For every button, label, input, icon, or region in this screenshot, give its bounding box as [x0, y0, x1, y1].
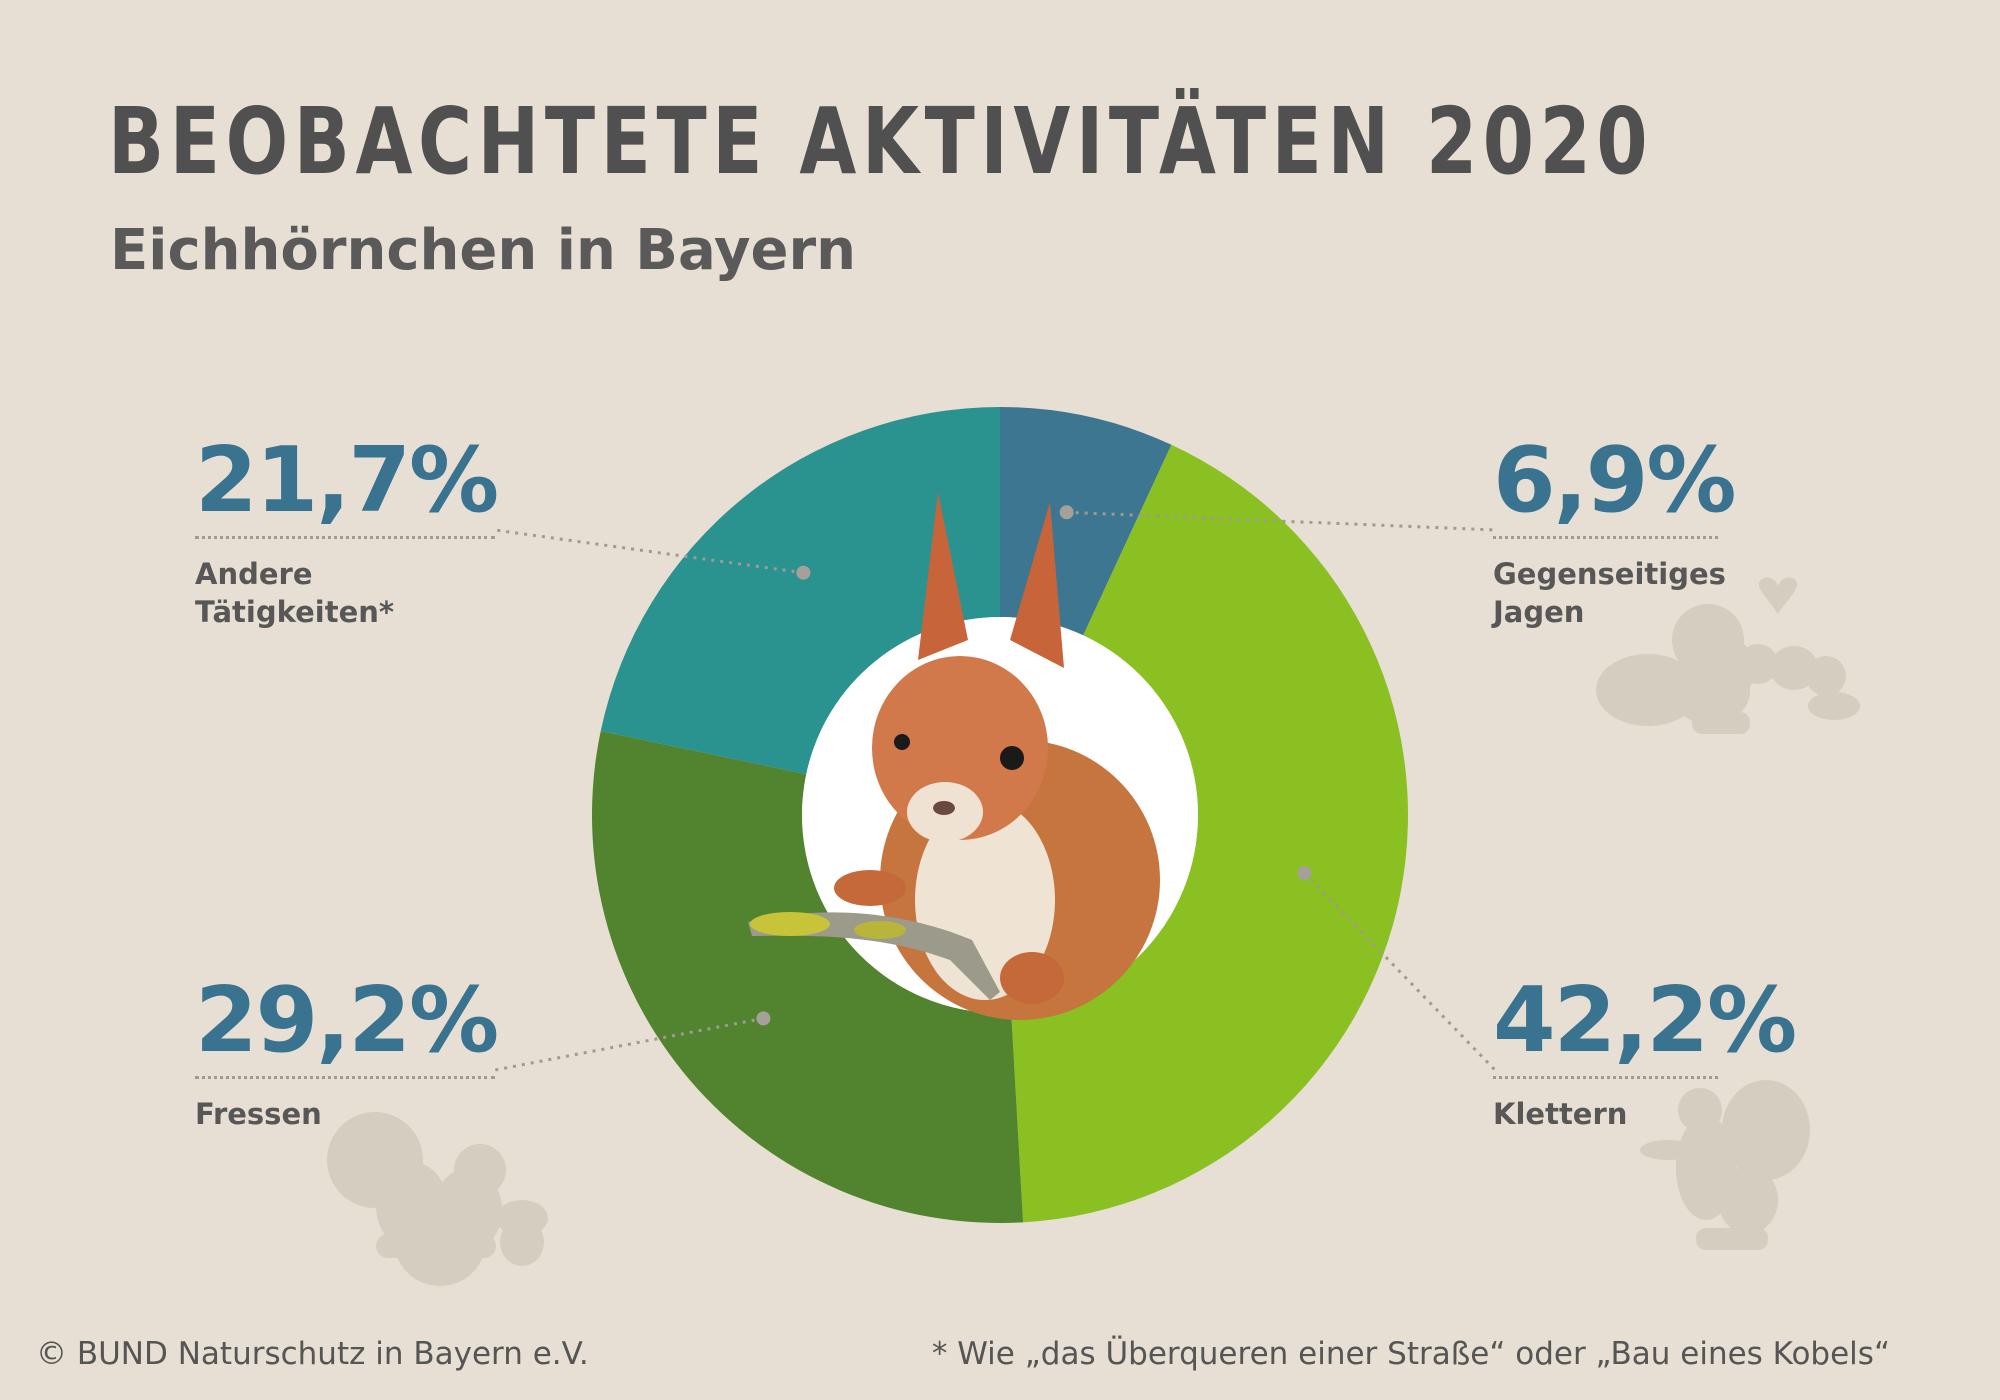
squirrels-heart-silhouette-icon: [1596, 577, 1860, 734]
callout-rule: [1493, 536, 1718, 539]
slice-category-label: Andere Tätigkeiten*: [195, 555, 497, 631]
page-title: BEOBACHTETE AKTIVITÄTEN 2020: [108, 88, 1654, 195]
donut-slice-andere-tätigkeiten: [600, 407, 1000, 775]
callout-connectors: [494, 505, 1497, 1072]
slice-category-label: Fressen: [195, 1095, 497, 1133]
callout-klettern: 42,2% Klettern: [1493, 968, 1797, 1133]
callout-fressen: 29,2% Fressen: [195, 968, 499, 1133]
footnote-text: * Wie „das Überqueren einer Straße“ oder…: [931, 1336, 1890, 1372]
donut-slice-fressen: [592, 731, 1024, 1223]
connector-dot: [1059, 505, 1074, 520]
donut-slice-klettern: [1011, 444, 1408, 1223]
squirrel-photo-icon: [748, 492, 1198, 1020]
page-subtitle: Eichhörnchen in Bayern: [110, 218, 857, 283]
callout-jagen: 6,9% Gegenseitiges Jagen: [1493, 428, 1737, 631]
connector-line: [494, 1016, 764, 1072]
slice-label-line: Tätigkeiten*: [195, 595, 395, 629]
slice-label-line: Fressen: [195, 1097, 322, 1131]
slice-category-label: Klettern: [1493, 1095, 1795, 1133]
callout-rule: [195, 536, 495, 539]
callout-andere: 21,7% Andere Tätigkeiten*: [195, 428, 499, 631]
slice-value-label: 42,2%: [1493, 968, 1797, 1073]
connector-line: [1303, 872, 1497, 1072]
slice-category-label: Gegenseitiges Jagen: [1493, 555, 1735, 631]
connector-dot: [796, 565, 811, 580]
connector-dot: [1297, 866, 1312, 881]
slice-label-line: Gegenseitiges: [1493, 557, 1726, 591]
connector-dot: [756, 1011, 771, 1026]
slice-value-label: 29,2%: [195, 968, 499, 1073]
slice-label-line: Klettern: [1493, 1097, 1628, 1131]
squirrel-acorn-silhouette-icon: [327, 1112, 548, 1286]
callout-rule: [195, 1076, 495, 1079]
slice-label-line: Jagen: [1493, 595, 1585, 629]
slice-label-line: Andere: [195, 557, 313, 591]
connector-line: [494, 528, 804, 575]
slice-value-label: 21,7%: [195, 428, 499, 533]
squirrel-standing-silhouette-icon: [1640, 1080, 1810, 1250]
slice-value-label: 6,9%: [1493, 428, 1737, 533]
donut-slices: [592, 407, 1408, 1223]
copyright-text: © BUND Naturschutz in Bayern e.V.: [36, 1336, 589, 1372]
callout-rule: [1493, 1076, 1718, 1079]
